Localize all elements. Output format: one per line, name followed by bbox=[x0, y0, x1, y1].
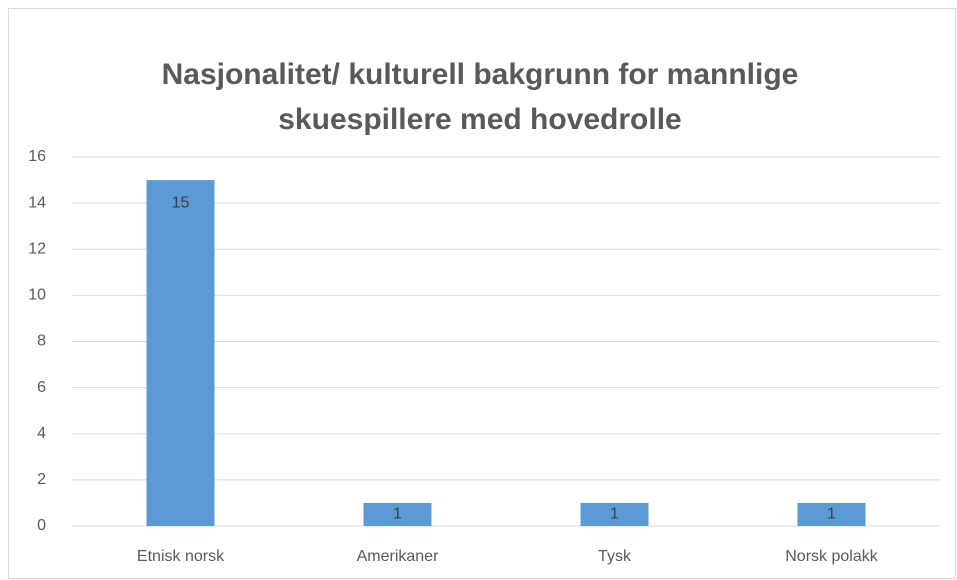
bar bbox=[363, 502, 432, 526]
x-tick-label: Etnisk norsk bbox=[137, 548, 225, 565]
data-label: 15 bbox=[172, 194, 190, 211]
y-tick-label: 10 bbox=[28, 287, 46, 304]
x-tick-label: Amerikaner bbox=[357, 548, 439, 565]
data-label: 1 bbox=[393, 506, 402, 523]
bar bbox=[146, 180, 215, 526]
bar bbox=[580, 502, 649, 526]
y-tick-label: 12 bbox=[28, 240, 46, 257]
data-label: 1 bbox=[827, 506, 836, 523]
y-tick-label: 16 bbox=[28, 148, 46, 165]
y-tick-label: 4 bbox=[37, 425, 46, 442]
y-tick-label: 8 bbox=[37, 333, 46, 350]
x-tick-label: Tysk bbox=[598, 548, 632, 565]
y-tick-label: 2 bbox=[37, 471, 46, 488]
data-label: 1 bbox=[610, 506, 619, 523]
y-tick-label: 6 bbox=[37, 379, 46, 396]
y-tick-label: 14 bbox=[28, 194, 46, 211]
chart-title: Nasjonalitet/ kulturell bakgrunn for man… bbox=[161, 58, 799, 136]
x-tick-label: Norsk polakk bbox=[785, 548, 878, 565]
bar bbox=[797, 502, 866, 526]
chart-border bbox=[8, 8, 956, 579]
y-tick-label: 0 bbox=[37, 517, 46, 534]
